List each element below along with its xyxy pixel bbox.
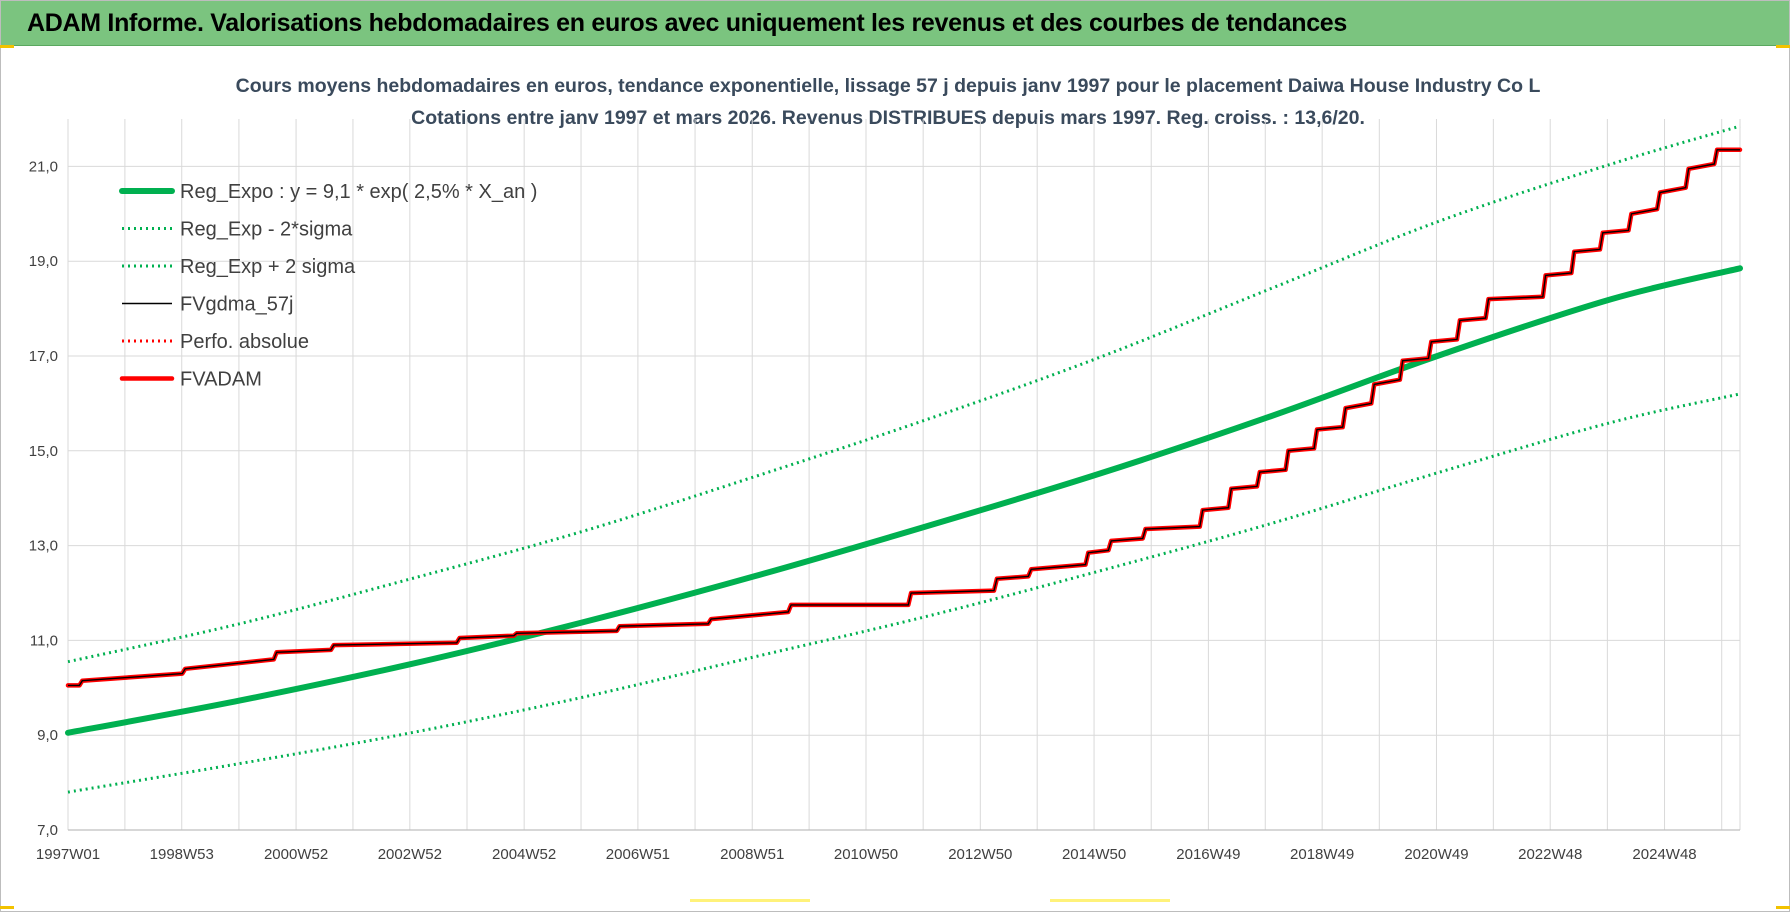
legend-label: Reg_Exp + 2 sigma — [180, 256, 356, 278]
axis-layer: 7,0 9,0 11,0 13,0 15,0 17,0 19,0 21,0 1997W01 199… — [29, 158, 1740, 863]
y-tick-label: 15,0 — [29, 443, 58, 460]
x-tick-label: 2024W48 — [1632, 846, 1696, 863]
x-tick-label: 1997W01 — [36, 846, 100, 863]
bottom-mark-1 — [690, 899, 810, 902]
series-line-2 — [67, 124, 1741, 664]
legend-label: FVADAM — [180, 369, 262, 391]
x-tick-label: 2018W49 — [1290, 846, 1354, 863]
grid-layer — [67, 119, 1741, 831]
chart-title-line-2: Cotations entre janv 1997 et mars 2026. … — [411, 107, 1365, 129]
y-tick-label: 9,0 — [37, 727, 58, 744]
y-tick-label: 21,0 — [29, 158, 58, 175]
legend-label: Reg_Expo : y = 9,1 * exp( 2,5% * X_an ) — [180, 181, 537, 203]
x-tick-label: 2020W49 — [1404, 846, 1468, 863]
x-tick-label: 2022W48 — [1518, 846, 1582, 863]
x-tick-label: 1998W53 — [150, 846, 214, 863]
y-tick-label: 19,0 — [29, 253, 58, 270]
corner-mark-right — [1776, 45, 1790, 48]
legend-label: Reg_Exp - 2*sigma — [180, 219, 353, 241]
corner-mark-left — [0, 45, 14, 48]
series-line-1 — [67, 392, 1741, 794]
bottom-mark-2 — [1050, 899, 1170, 902]
x-tick-label: 2006W51 — [606, 846, 670, 863]
y-tick-label: 13,0 — [29, 538, 58, 555]
y-tick-label: 17,0 — [29, 348, 58, 365]
y-tick-label: 11,0 — [30, 632, 58, 649]
x-tick-label: 2012W50 — [948, 846, 1012, 863]
series-line-0 — [65, 265, 1743, 736]
x-tick-label: 2016W49 — [1176, 846, 1240, 863]
corner-mark-bottom-right — [1776, 906, 1790, 909]
y-tick-label: 7,0 — [37, 822, 58, 839]
chart-title-line-1: Cours moyens hebdomadaires en euros, ten… — [236, 75, 1541, 97]
report-title: ADAM Informe. Valorisations hebdomadaire… — [27, 8, 1348, 37]
x-tick-label: 2002W52 — [378, 846, 442, 863]
x-tick-label: 2010W50 — [834, 846, 898, 863]
x-tick-label: 2008W51 — [720, 846, 784, 863]
corner-mark-bottom-left — [0, 906, 14, 909]
x-tick-label: 2000W52 — [264, 846, 328, 863]
report-header: ADAM Informe. Valorisations hebdomadaire… — [1, 1, 1789, 46]
x-tick-label: 2004W52 — [492, 846, 556, 863]
legend: Reg_Expo : y = 9,1 * exp( 2,5% * X_an ) R… — [119, 181, 537, 391]
legend-label: FVgdma_57j — [180, 294, 293, 316]
series-line-3-overlay — [68, 149, 1740, 687]
series-layer — [65, 124, 1743, 794]
x-tick-label: 2014W50 — [1062, 846, 1126, 863]
chart-area: Cours moyens hebdomadaires en euros, ten… — [29, 75, 1743, 863]
legend-label: Perfo. absolue — [180, 331, 309, 353]
